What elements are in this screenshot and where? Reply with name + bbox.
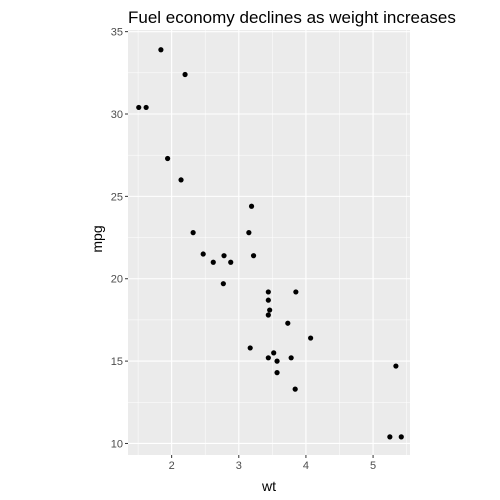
data-point xyxy=(228,259,234,265)
x-axis-ticks: 2 3 4 5 xyxy=(169,455,376,472)
x-tick-label: 2 xyxy=(169,460,175,472)
y-axis-title: mpg xyxy=(89,225,105,252)
data-point xyxy=(288,355,294,361)
x-tick-label: 3 xyxy=(236,460,242,472)
data-point xyxy=(285,320,291,326)
data-point xyxy=(308,335,314,341)
data-point xyxy=(265,312,271,318)
y-tick-label: 20 xyxy=(111,274,123,286)
data-point xyxy=(250,253,257,259)
data-point xyxy=(200,251,206,257)
x-tick-label: 5 xyxy=(370,460,376,472)
data-point xyxy=(274,370,280,376)
data-point xyxy=(267,307,273,313)
data-point xyxy=(387,434,393,440)
y-axis-ticks: 10 15 20 25 30 35 xyxy=(111,27,128,450)
data-point xyxy=(178,177,184,183)
x-axis-title: wt xyxy=(261,478,276,494)
minor-gridlines xyxy=(128,30,410,455)
data-point xyxy=(265,289,271,295)
y-tick-label: 15 xyxy=(111,356,123,368)
data-point xyxy=(165,155,171,162)
data-point xyxy=(158,47,164,53)
data-point xyxy=(265,297,271,303)
data-point xyxy=(248,203,255,209)
major-gridlines xyxy=(128,30,410,455)
data-point xyxy=(182,71,188,78)
data-points xyxy=(136,47,404,440)
data-point xyxy=(210,259,216,265)
data-point xyxy=(265,355,271,361)
y-tick-label: 35 xyxy=(111,27,123,39)
y-tick-label: 30 xyxy=(111,109,123,121)
chart-title: Fuel economy declines as weight increase… xyxy=(128,8,456,27)
data-point xyxy=(293,289,299,295)
data-point xyxy=(271,350,277,356)
data-point xyxy=(221,253,227,259)
data-point xyxy=(247,345,253,351)
data-point xyxy=(292,386,298,392)
data-point xyxy=(274,358,280,364)
data-point xyxy=(393,363,399,369)
y-tick-label: 25 xyxy=(111,191,123,203)
data-point xyxy=(136,104,142,111)
data-point xyxy=(190,230,196,236)
data-point xyxy=(246,230,252,236)
x-tick-label: 4 xyxy=(303,460,309,472)
data-point xyxy=(398,434,404,440)
data-point xyxy=(220,281,226,287)
plot-panel xyxy=(128,30,410,455)
data-point xyxy=(143,104,149,111)
y-tick-label: 10 xyxy=(111,438,123,450)
